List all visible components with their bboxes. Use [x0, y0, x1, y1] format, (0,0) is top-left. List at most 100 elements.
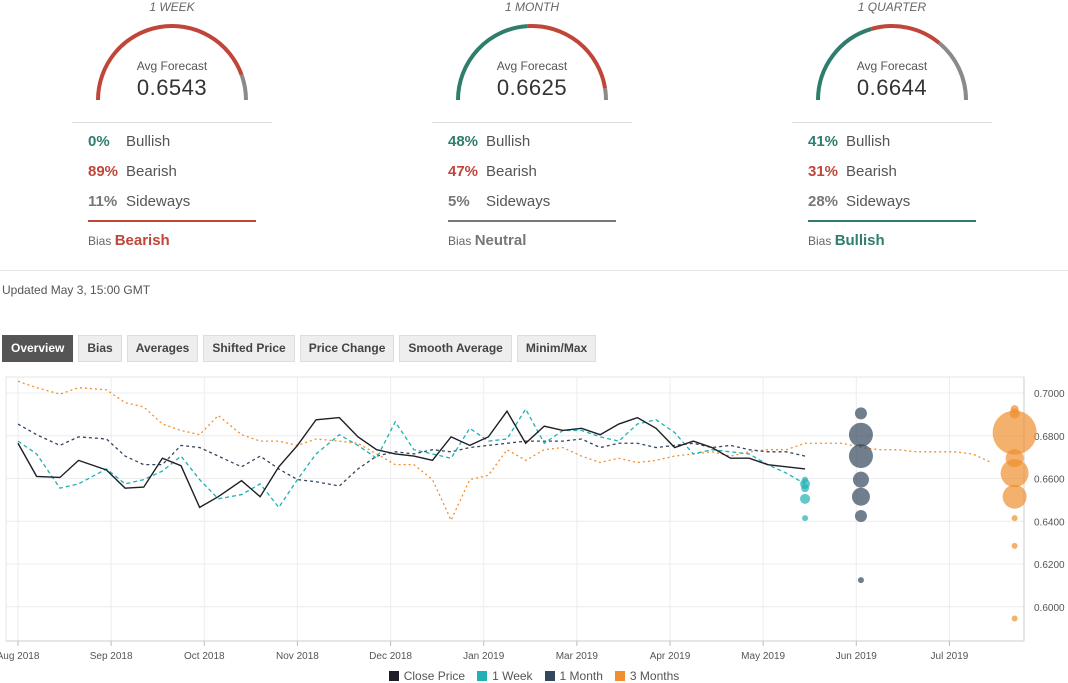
bias-indicator: Bias Bullish: [808, 232, 885, 249]
tab-price-change[interactable]: Price Change: [299, 335, 395, 362]
bias-underline: [808, 220, 976, 222]
chart-tabs: Overview Bias Averages Shifted Price Price C…: [2, 335, 597, 362]
gauge-sideways-arc: [239, 74, 248, 101]
x-tick-label: May 2019: [741, 651, 785, 662]
forecast-bubble-1-month: [848, 444, 873, 469]
avg-forecast-value: 0.6543: [136, 75, 208, 100]
y-tick-label: 0.6600: [1034, 475, 1065, 486]
forecast-bubble-1-month: [857, 577, 864, 584]
gauge-sideways-arc: [937, 41, 968, 101]
gauge-bullish-arc: [816, 27, 872, 101]
avg-forecast-label: Avg Forecast: [496, 59, 568, 73]
sentiment-gauge: [96, 24, 248, 101]
avg-forecast-value: 0.6644: [856, 75, 928, 100]
forecast-bubble-3-months: [1011, 542, 1018, 549]
bearish-percent: 47%: [448, 163, 479, 180]
y-tick-label: 0.7000: [1034, 389, 1065, 400]
y-tick-label: 0.6000: [1034, 603, 1065, 614]
sideways-percent: 5%: [448, 193, 470, 210]
tab-minim-max[interactable]: Minim/Max: [516, 335, 597, 362]
legend-swatch: [614, 671, 625, 681]
sideways-percent: 28%: [808, 193, 839, 210]
forecast-bubble-1-month: [851, 487, 870, 506]
legend-item-close-price[interactable]: Close Price: [388, 669, 465, 683]
forecast-bubble-1-week: [802, 515, 809, 522]
x-tick-label: Nov 2018: [276, 651, 319, 662]
forecast-bubble-1-week: [800, 493, 811, 504]
updated-timestamp: Updated May 3, 15:00 GMT: [2, 283, 151, 297]
tab-averages[interactable]: Averages: [126, 335, 199, 362]
x-tick-label: Jan 2019: [463, 651, 505, 662]
bullish-label: Bullish: [846, 133, 891, 150]
bearish-label: Bearish: [126, 163, 177, 180]
bias-value: Bearish: [114, 232, 170, 249]
tab-overview[interactable]: Overview: [2, 335, 74, 362]
x-tick-label: Aug 2018: [0, 651, 40, 662]
bias-label: Bias: [808, 234, 835, 248]
period-title: 1 QUARTER: [857, 0, 927, 14]
legend-item-1-week[interactable]: 1 Week: [477, 669, 533, 683]
bearish-row: 31% Bearish: [808, 163, 897, 180]
gauge-bullish-arc: [456, 24, 528, 101]
bias-underline: [88, 220, 256, 222]
bearish-percent: 31%: [808, 163, 839, 180]
bias-label: Bias: [448, 234, 475, 248]
forecast-bubble-3-months: [1002, 484, 1027, 509]
plot-area: [5, 376, 1025, 642]
forecast-bubble-1-month: [848, 422, 873, 447]
legend-item-3-months[interactable]: 3 Months: [614, 669, 680, 683]
avg-forecast-value: 0.6625: [496, 75, 568, 100]
bullish-label: Bullish: [126, 133, 171, 150]
bearish-percent: 89%: [88, 163, 119, 180]
y-tick-label: 0.6800: [1034, 432, 1065, 443]
sideways-label: Sideways: [486, 193, 551, 210]
bullish-row: 0% Bullish: [88, 133, 170, 150]
bullish-row: 48% Bullish: [448, 133, 530, 150]
bias-underline: [448, 220, 616, 222]
bias-value: Neutral: [474, 232, 527, 249]
gauge-sideways-arc: [603, 88, 608, 101]
tab-bias[interactable]: Bias: [78, 335, 122, 362]
period-title: 1 WEEK: [149, 0, 195, 14]
y-tick-label: 0.6400: [1034, 517, 1065, 528]
sideways-row: 11% Sideways: [88, 193, 190, 210]
sentiment-gauge: [456, 24, 608, 101]
x-tick-label: Jun 2019: [836, 651, 878, 662]
bearish-label: Bearish: [846, 163, 897, 180]
bias-indicator: Bias Neutral: [448, 232, 526, 249]
y-tick-label: 0.6200: [1034, 560, 1065, 571]
forecast-bubble-1-month: [854, 407, 867, 420]
legend-swatch: [388, 671, 399, 681]
bias-value: Bullish: [834, 232, 885, 249]
bullish-percent: 48%: [448, 133, 479, 150]
bias-indicator: Bias Bearish: [88, 232, 170, 249]
legend-label: 3 Months: [629, 669, 680, 683]
sentiment-gauge: [816, 24, 968, 101]
x-tick-label: Jul 2019: [931, 651, 969, 662]
gauge-bearish-arc: [527, 24, 608, 89]
sideways-row: 5% Sideways: [448, 193, 550, 210]
legend-label: 1 Week: [492, 669, 533, 683]
avg-forecast-label: Avg Forecast: [856, 59, 928, 73]
forecast-bubble-1-week: [801, 484, 810, 493]
gauge-bearish-arc: [96, 24, 244, 101]
x-tick-label: Mar 2019: [556, 651, 599, 662]
x-tick-label: Sep 2018: [90, 651, 133, 662]
bullish-label: Bullish: [486, 133, 531, 150]
x-tick-label: Dec 2018: [369, 651, 412, 662]
tab-shifted-price[interactable]: Shifted Price: [203, 335, 295, 362]
forecast-bubble-3-months: [992, 410, 1037, 455]
bullish-row: 41% Bullish: [808, 133, 890, 150]
forecast-bubble-1-month: [854, 509, 867, 522]
series-3-months-line: [17, 380, 992, 522]
bullish-percent: 41%: [808, 133, 839, 150]
tab-smooth-average[interactable]: Smooth Average: [399, 335, 512, 362]
section-divider: [0, 270, 1068, 271]
panel-divider: [72, 122, 272, 123]
forecast-bubble-3-months: [1000, 459, 1029, 488]
x-tick-label: Oct 2018: [184, 651, 225, 662]
series-1-month-line: [17, 423, 806, 487]
legend-item-1-month[interactable]: 1 Month: [544, 669, 603, 683]
x-tick-label: Apr 2019: [650, 651, 691, 662]
legend-swatch: [477, 671, 488, 681]
